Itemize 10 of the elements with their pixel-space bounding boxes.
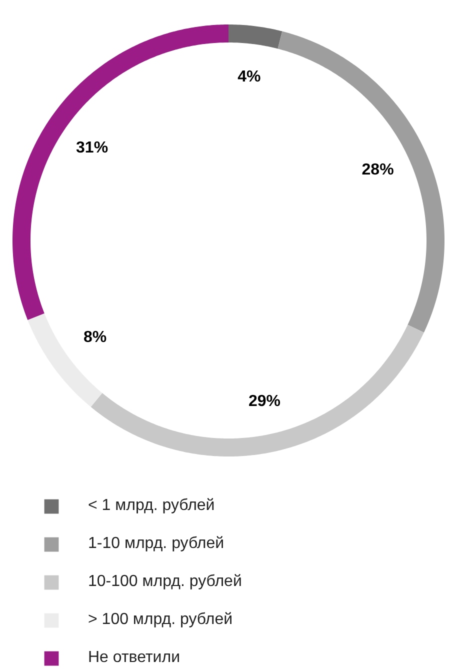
legend-label: > 100 млрд. рублей (88, 611, 233, 629)
data-label: 31% (76, 139, 108, 156)
data-label: 4% (238, 68, 261, 86)
legend-label: Не ответили (88, 649, 180, 667)
legend-label: 1-10 млрд. рублей (88, 535, 224, 553)
data-label: 28% (362, 162, 394, 179)
data-label: 8% (83, 328, 107, 346)
legend-label: 10-100 млрд. рублей (88, 573, 242, 591)
data-label: 29% (248, 393, 281, 410)
legend-label: < 1 млрд. рублей (88, 497, 215, 515)
